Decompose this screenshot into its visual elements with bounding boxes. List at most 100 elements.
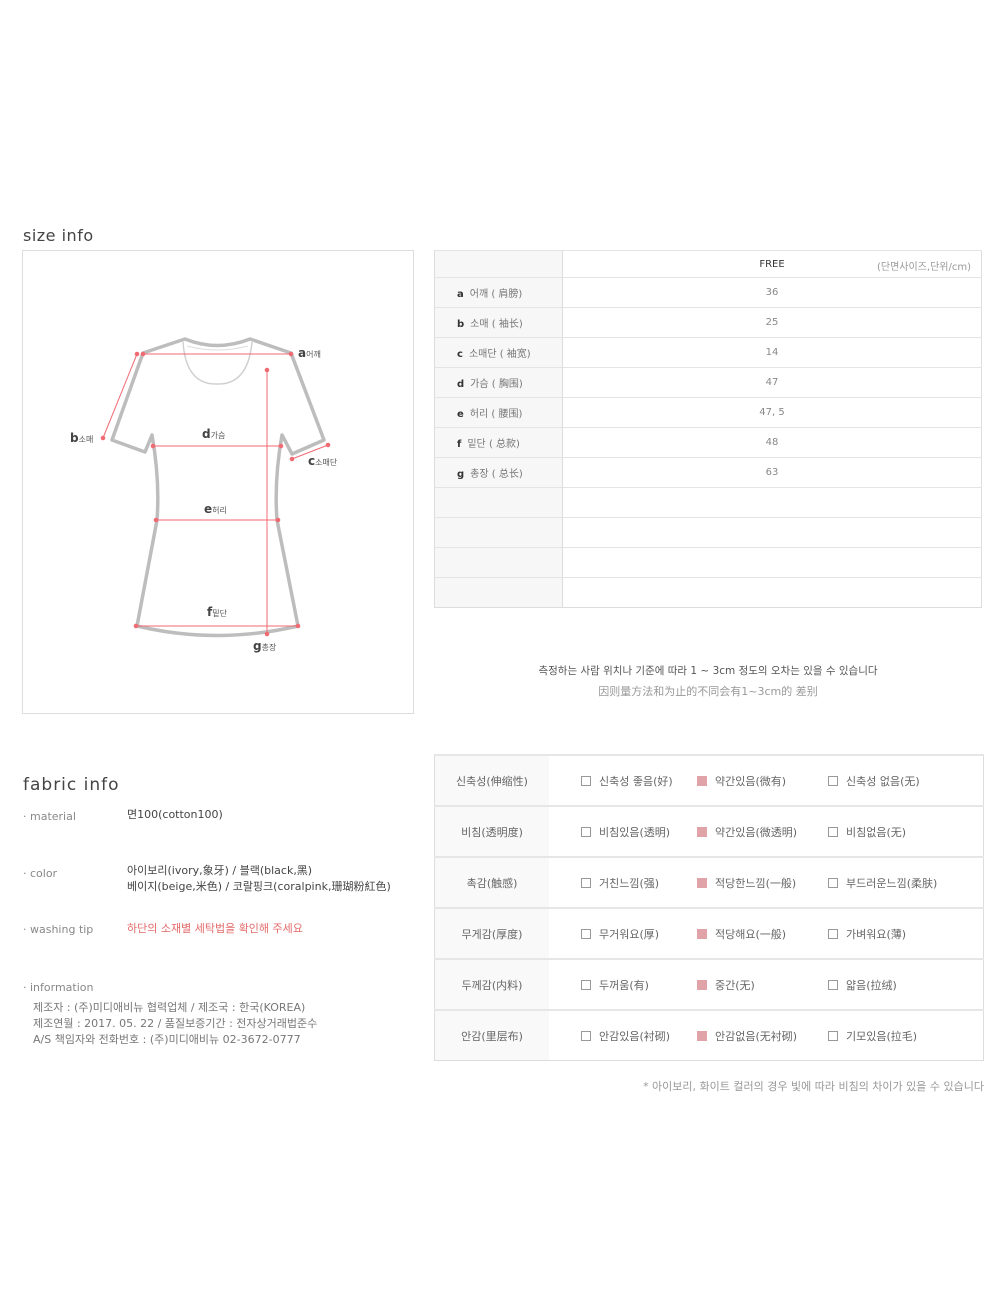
fabric-option-label: 중간(无) — [715, 978, 755, 992]
size-row-label: c 소매단 ( 袖宽) — [434, 337, 563, 368]
size-row-name: 소매 ( 袖长) — [470, 319, 523, 330]
fabric-option-label: 비침없음(无) — [846, 825, 907, 839]
garment-neckline — [182, 341, 253, 385]
diagram-label-a: a어깨 — [298, 346, 321, 360]
fabric-row-label: 두께감(内料) — [434, 958, 549, 1010]
fabric-option: 약간있음(微透明) — [697, 824, 797, 840]
size-row-label: a 어깨 ( 肩膀) — [434, 277, 563, 308]
size-row-label: g 총장 ( 总长) — [434, 457, 563, 488]
checked-box-icon — [697, 775, 707, 786]
diagram-label-d: d가슴 — [202, 427, 226, 441]
size-row-letter: a — [457, 289, 464, 300]
size-row-name: 총장 ( 总长) — [470, 469, 523, 480]
fabric-option-label: 부드러운느낌(柔肤) — [846, 876, 938, 890]
checked-box-icon — [697, 1030, 707, 1041]
diagram-label-c: c소매단 — [308, 454, 338, 468]
checked-box-icon — [697, 877, 707, 888]
fabric-option-label: 기모있음(拉毛) — [846, 1029, 918, 1043]
unchecked-box-icon — [828, 826, 838, 837]
size-row-value: 47, 5 — [562, 397, 982, 428]
size-table: FREE (단면사이즈,단위/cm) a 어깨 ( 肩膀) 36 b 소매 ( 袖长) 2… — [434, 250, 982, 608]
size-row-d: d 가슴 ( 胸围) 47 — [434, 367, 982, 398]
fabric-option-label: 비침있음(透明) — [599, 825, 671, 839]
fabric-option: 안감없음(无衬砌) — [697, 1028, 797, 1044]
checked-box-icon — [697, 826, 707, 837]
washing-tip-label: · washing tip — [23, 923, 94, 936]
fabric-row-label: 비침(透明度) — [434, 805, 549, 857]
checked-box-icon — [697, 928, 707, 939]
fabric-option-label: 적당해요(一般) — [715, 927, 787, 941]
fabric-info-title: fabric info — [23, 775, 120, 795]
unchecked-box-icon — [828, 775, 838, 786]
diagram-label-b: b소매 — [70, 431, 94, 445]
size-row-letter: g — [457, 469, 465, 480]
fabric-option: 무거워요(厚) — [581, 926, 659, 942]
information-line-2: 제조연월 : 2017. 05. 22 / 품질보증기간 : 전자상거래법준수 — [33, 1017, 318, 1030]
unit-note: (단면사이즈,단위/cm) — [877, 262, 971, 273]
diagram-label-e: e허리 — [204, 502, 227, 516]
unchecked-box-icon — [828, 1030, 838, 1041]
garment-diagram — [100, 337, 331, 638]
size-row-g: g 총장 ( 总长) 63 — [434, 457, 982, 488]
size-row-name: 가슴 ( 胸围) — [470, 379, 523, 390]
fabric-row: 촉감(触感) 거친느낌(强) 적당한느낌(一般) 부드러운느낌(柔肤) — [434, 856, 984, 908]
fabric-properties-table: 신축성(伸缩性) 신축성 좋음(好) 약간있음(微有) 신축성 없음(无) 비침(透明度… — [434, 754, 984, 1061]
size-row-letter: c — [457, 349, 463, 360]
size-row-empty — [434, 577, 982, 608]
size-row-b: b 소매 ( 袖长) 25 — [434, 307, 982, 338]
fabric-option: 적당한느낌(一般) — [697, 875, 796, 891]
fabric-row: 안감(里层布) 안감있음(衬砌) 안감없음(无衬砌) 기모있음(拉毛) — [434, 1009, 984, 1061]
fabric-option-label: 약간있음(微有) — [715, 774, 787, 788]
size-row-name: 밑단 ( 总款) — [467, 439, 520, 450]
information-line-1: 제조자 : (주)미디애비뉴 협력업체 / 제조국 : 한국(KOREA) — [33, 1001, 306, 1014]
size-row-name: 어깨 ( 肩膀) — [469, 289, 523, 300]
unchecked-box-icon — [581, 928, 591, 939]
color-line-2: 베이지(beige,米色) / 코랄핑크(coralpink,珊瑚粉紅色) — [127, 880, 391, 893]
size-row-letter: e — [457, 409, 464, 420]
fabric-option-label: 약간있음(微透明) — [715, 825, 798, 839]
size-diagram — [22, 250, 414, 714]
fabric-row: 비침(透明度) 비침있음(透明) 약간있음(微透明) 비침없음(无) — [434, 805, 984, 857]
information-label: · information — [23, 981, 94, 994]
fabric-row-label: 무게감(厚度) — [434, 907, 549, 959]
size-row-name: 소매단 ( 袖宽) — [468, 349, 531, 360]
size-row-value: 25 — [562, 307, 982, 338]
fabric-option-label: 안감없음(无衬砌) — [715, 1029, 798, 1043]
material-label: · material — [23, 810, 76, 823]
fabric-option-label: 가벼워요(薄) — [846, 927, 907, 941]
fabric-option-label: 두꺼움(有) — [599, 978, 649, 992]
fabric-option: 비침있음(透明) — [581, 824, 670, 840]
size-row-letter: d — [457, 379, 465, 390]
checked-box-icon — [697, 979, 707, 990]
fabric-option: 중간(无) — [697, 977, 755, 993]
fabric-option-label: 안감있음(衬砌) — [599, 1029, 671, 1043]
unchecked-box-icon — [828, 928, 838, 939]
fabric-option: 신축성 좋음(好) — [581, 773, 673, 789]
fabric-option-label: 신축성 없음(无) — [846, 774, 920, 788]
size-row-c: c 소매단 ( 袖宽) 14 — [434, 337, 982, 368]
fabric-option-label: 거친느낌(强) — [599, 876, 660, 890]
fabric-row-label: 신축성(伸缩性) — [434, 754, 549, 806]
fabric-row-label: 촉감(触感) — [434, 856, 549, 908]
measurement-note-cn: 因则量方法和为止的不同会有1~3cm的 差别 — [598, 685, 818, 698]
unchecked-box-icon — [581, 826, 591, 837]
fabric-option: 신축성 없음(无) — [828, 773, 920, 789]
unchecked-box-icon — [581, 775, 591, 786]
size-row-empty — [434, 487, 982, 518]
unchecked-box-icon — [828, 877, 838, 888]
size-row-empty — [434, 547, 982, 578]
size-row-letter: f — [457, 439, 462, 450]
size-row-e: e 허리 ( 腰围) 47, 5 — [434, 397, 982, 428]
size-row-label: d 가슴 ( 胸围) — [434, 367, 563, 398]
fabric-footnote: * 아이보리, 화이트 컬러의 경우 빛에 따라 비침의 차이가 있을 수 있습… — [643, 1080, 984, 1093]
fabric-row-label: 안감(里层布) — [434, 1009, 549, 1061]
size-row-f: f 밑단 ( 总款) 48 — [434, 427, 982, 458]
unchecked-box-icon — [828, 979, 838, 990]
size-row-letter: b — [457, 319, 465, 330]
fabric-option: 기모있음(拉毛) — [828, 1028, 917, 1044]
fabric-option-label: 무거워요(厚) — [599, 927, 660, 941]
size-row-value: 14 — [562, 337, 982, 368]
washing-tip-value: 하단의 소재별 세탁법을 확인해 주세요 — [127, 922, 303, 935]
fabric-row: 두께감(内料) 두꺼움(有) 중간(无) 얇음(拉绒) — [434, 958, 984, 1010]
information-line-3: A/S 책임자와 전화번호 : (주)미디애비뉴 02-3672-0777 — [33, 1033, 301, 1046]
